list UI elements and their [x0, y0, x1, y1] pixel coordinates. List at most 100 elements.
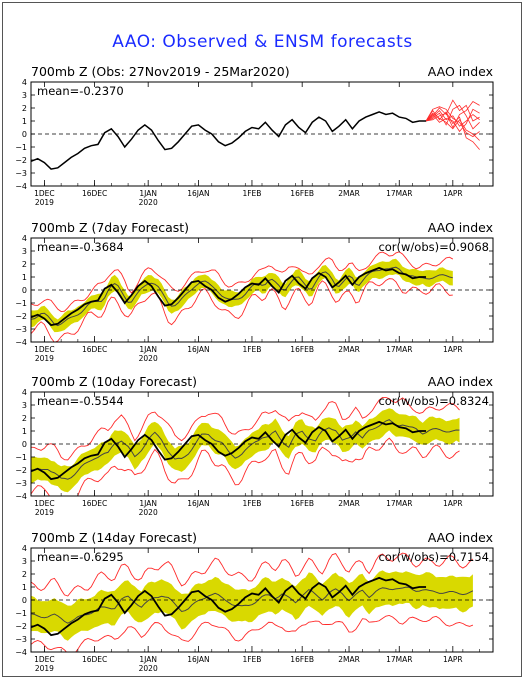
- y-tick-label: −2: [15, 466, 27, 475]
- observed-line: [31, 420, 427, 481]
- member-line-7: [425, 106, 480, 138]
- correlation-label: cor(w/obs)=0.9068: [378, 240, 489, 254]
- y-tick-label: −4: [15, 492, 27, 501]
- x-tick-label: 2MAR: [338, 345, 360, 354]
- y-tick-label: 4: [22, 234, 27, 243]
- y-tick-label: −1: [15, 453, 27, 462]
- correlation-label: cor(w/obs)=0.7154: [378, 550, 489, 564]
- panel-index-label: AAO index: [428, 530, 493, 545]
- y-tick-label: 3: [22, 247, 27, 256]
- observed-line: [31, 266, 427, 327]
- plot-area: [31, 396, 493, 496]
- x-tick-label: 2MAR: [338, 189, 360, 198]
- member-min-line: [31, 278, 453, 342]
- y-tick-label: −2: [15, 312, 27, 321]
- correlation-label: cor(w/obs)=0.8324: [378, 394, 489, 408]
- mean-label: mean=-0.5544: [37, 394, 124, 408]
- x-tick-year: 2019: [35, 354, 54, 363]
- y-tick-label: 3: [22, 557, 27, 566]
- y-tick-label: −3: [15, 325, 27, 334]
- observed-line: [31, 576, 427, 637]
- y-tick-label: 1: [22, 117, 27, 126]
- y-tick-label: 0: [22, 130, 27, 139]
- x-tick-label: 16JAN: [187, 655, 209, 664]
- x-tick-year: 2020: [139, 198, 158, 207]
- plot-area: [31, 552, 493, 652]
- x-tick-label: 17MAR: [386, 499, 412, 508]
- member-max-line: [31, 251, 454, 313]
- y-tick-label: 2: [22, 414, 27, 423]
- y-tick-label: 2: [22, 260, 27, 269]
- y-tick-label: 0: [22, 596, 27, 605]
- panel-title: 700mb Z (7day Forecast): [31, 220, 189, 235]
- x-tick-label: 16DEC: [82, 655, 107, 664]
- x-tick-label: 16JAN: [187, 499, 209, 508]
- y-tick-label: 4: [22, 388, 27, 397]
- plot-area: [31, 99, 493, 170]
- x-tick-label: 1APR: [443, 655, 463, 664]
- plot-area: [31, 251, 493, 342]
- member-line-8: [425, 100, 480, 129]
- mean-label: mean=-0.2370: [37, 84, 124, 98]
- y-tick-label: 1: [22, 427, 27, 436]
- x-tick-year: 2019: [35, 198, 54, 207]
- x-tick-label: 17MAR: [386, 655, 412, 664]
- x-tick-label: 2MAR: [338, 655, 360, 664]
- x-tick-label: 16DEC: [82, 345, 107, 354]
- y-tick-label: 1: [22, 583, 27, 592]
- x-tick-label: 1DEC: [34, 499, 55, 508]
- x-tick-label: 16FEB: [290, 345, 314, 354]
- x-tick-label: 17MAR: [386, 189, 412, 198]
- y-tick-label: −2: [15, 622, 27, 631]
- panel-index-label: AAO index: [428, 64, 493, 79]
- x-tick-label: 1JAN: [139, 345, 157, 354]
- x-tick-label: 1APR: [443, 499, 463, 508]
- member-line-3: [425, 109, 480, 127]
- x-tick-label: 16DEC: [82, 499, 107, 508]
- y-tick-label: −3: [15, 479, 27, 488]
- y-tick-label: 2: [22, 570, 27, 579]
- x-tick-label: 17MAR: [386, 345, 412, 354]
- member-min-line: [31, 614, 474, 652]
- panel-title: 700mb Z (10day Forecast): [31, 374, 197, 389]
- x-tick-label: 1FEB: [242, 655, 261, 664]
- y-tick-label: 2: [22, 104, 27, 113]
- y-tick-label: −1: [15, 299, 27, 308]
- x-tick-year: 2019: [35, 664, 54, 673]
- y-tick-label: 4: [22, 78, 27, 87]
- y-tick-label: 1: [22, 273, 27, 282]
- spread-band: [31, 570, 473, 641]
- x-tick-label: 16JAN: [187, 345, 209, 354]
- mean-label: mean=-0.6295: [37, 550, 124, 564]
- member-line-4: [425, 109, 480, 150]
- panel-title: 700mb Z (14day Forecast): [31, 530, 197, 545]
- x-tick-year: 2019: [35, 508, 54, 517]
- x-tick-year: 2020: [139, 664, 158, 673]
- x-tick-year: 2020: [139, 508, 158, 517]
- x-tick-label: 2MAR: [338, 499, 360, 508]
- y-tick-label: 3: [22, 401, 27, 410]
- x-tick-label: 16JAN: [187, 189, 209, 198]
- y-tick-label: −3: [15, 635, 27, 644]
- x-tick-label: 1JAN: [139, 655, 157, 664]
- member-max-line: [31, 552, 474, 597]
- x-tick-label: 1DEC: [34, 345, 55, 354]
- y-tick-label: −1: [15, 143, 27, 152]
- x-tick-label: 1FEB: [242, 499, 261, 508]
- y-tick-label: 3: [22, 91, 27, 100]
- member-max-line: [31, 396, 460, 461]
- x-tick-label: 1APR: [443, 189, 463, 198]
- member-min-line: [31, 437, 460, 496]
- x-tick-year: 2020: [139, 354, 158, 363]
- x-tick-label: 16FEB: [290, 655, 314, 664]
- x-tick-label: 1DEC: [34, 655, 55, 664]
- y-tick-label: 0: [22, 286, 27, 295]
- ensemble-mean-line: [31, 586, 474, 624]
- y-tick-label: −4: [15, 338, 27, 347]
- mean-label: mean=-0.3684: [37, 240, 124, 254]
